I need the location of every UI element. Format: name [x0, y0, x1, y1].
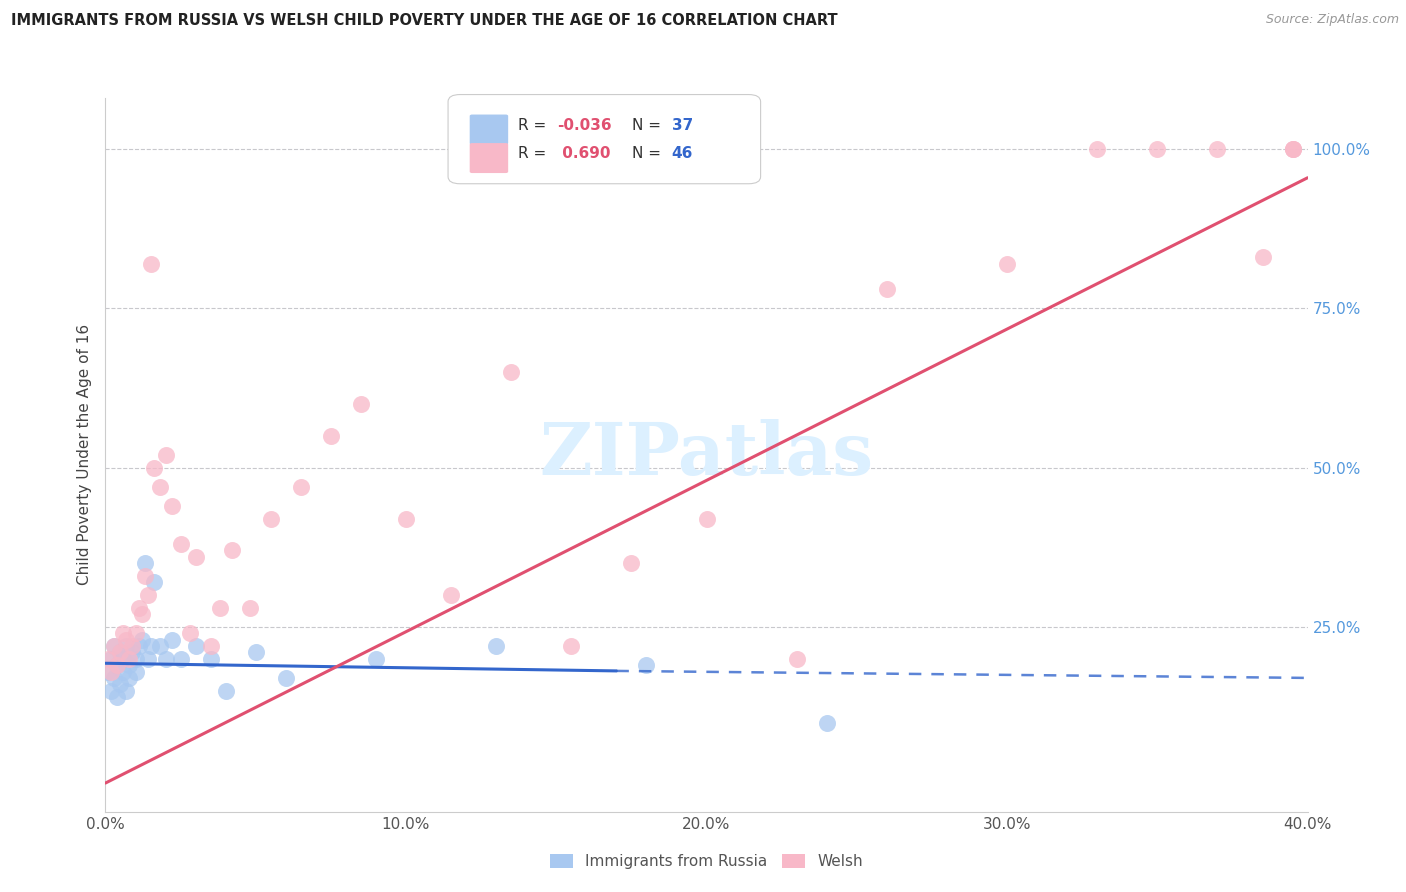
Legend: Immigrants from Russia, Welsh: Immigrants from Russia, Welsh — [544, 848, 869, 875]
Point — [107, 658, 129, 673]
Point — [620, 556, 643, 570]
Point — [118, 671, 141, 685]
Point — [169, 652, 191, 666]
Point — [112, 665, 135, 679]
Point — [350, 397, 373, 411]
Point — [118, 658, 141, 673]
Point — [1206, 142, 1229, 156]
Point — [179, 626, 201, 640]
FancyBboxPatch shape — [449, 95, 761, 184]
Text: IMMIGRANTS FROM RUSSIA VS WELSH CHILD POVERTY UNDER THE AGE OF 16 CORRELATION CH: IMMIGRANTS FROM RUSSIA VS WELSH CHILD PO… — [11, 13, 838, 29]
Point — [200, 639, 222, 653]
Point — [124, 626, 146, 640]
Point — [155, 652, 177, 666]
Point — [128, 600, 150, 615]
Point — [112, 626, 135, 640]
Point — [876, 282, 898, 296]
Point — [245, 645, 267, 659]
Text: R =: R = — [517, 118, 551, 133]
Text: Source: ZipAtlas.com: Source: ZipAtlas.com — [1265, 13, 1399, 27]
Point — [97, 665, 120, 679]
Point — [169, 537, 191, 551]
Point — [107, 658, 129, 673]
Point — [148, 480, 170, 494]
Point — [100, 652, 122, 666]
Point — [115, 632, 138, 647]
Text: ZIPatlas: ZIPatlas — [540, 419, 873, 491]
Point — [103, 671, 125, 685]
Point — [208, 600, 231, 615]
Point — [395, 511, 418, 525]
Y-axis label: Child Poverty Under the Age of 16: Child Poverty Under the Age of 16 — [76, 325, 91, 585]
Text: N =: N = — [631, 118, 666, 133]
Point — [1251, 251, 1274, 265]
Point — [134, 556, 156, 570]
FancyBboxPatch shape — [470, 114, 508, 145]
Point — [155, 448, 177, 462]
Point — [184, 549, 207, 564]
Point — [1281, 142, 1303, 156]
Point — [160, 632, 183, 647]
Point — [786, 652, 808, 666]
Point — [100, 683, 122, 698]
Point — [103, 639, 125, 653]
Point — [1281, 142, 1303, 156]
Point — [115, 639, 138, 653]
Point — [995, 257, 1018, 271]
Point — [124, 665, 146, 679]
Point — [501, 365, 523, 379]
Point — [112, 652, 135, 666]
Point — [290, 480, 312, 494]
Point — [319, 429, 342, 443]
Text: -0.036: -0.036 — [557, 118, 612, 133]
Point — [636, 658, 658, 673]
Text: R =: R = — [517, 146, 551, 161]
Point — [560, 639, 582, 653]
Point — [136, 588, 159, 602]
Point — [274, 671, 297, 685]
Point — [1281, 142, 1303, 156]
Point — [440, 588, 463, 602]
Point — [139, 639, 162, 653]
FancyBboxPatch shape — [470, 143, 508, 173]
Point — [110, 645, 132, 659]
Point — [221, 543, 243, 558]
Point — [200, 652, 222, 666]
Point — [121, 645, 143, 659]
Point — [1146, 142, 1168, 156]
Point — [107, 690, 129, 704]
Point — [100, 665, 122, 679]
Point — [364, 652, 387, 666]
Text: 37: 37 — [672, 118, 693, 133]
Point — [148, 639, 170, 653]
Point — [139, 257, 162, 271]
Point — [184, 639, 207, 653]
Point — [118, 652, 141, 666]
Point — [142, 460, 165, 475]
Point — [239, 600, 262, 615]
Point — [1085, 142, 1108, 156]
Point — [131, 607, 153, 622]
Text: 46: 46 — [672, 146, 693, 161]
Point — [121, 639, 143, 653]
Point — [160, 499, 183, 513]
Point — [131, 632, 153, 647]
Point — [260, 511, 283, 525]
Point — [97, 652, 120, 666]
Point — [485, 639, 508, 653]
Text: N =: N = — [631, 146, 666, 161]
Point — [128, 639, 150, 653]
Point — [696, 511, 718, 525]
Point — [142, 575, 165, 590]
Point — [214, 683, 236, 698]
Point — [110, 677, 132, 691]
Point — [136, 652, 159, 666]
Point — [115, 683, 138, 698]
Point — [103, 639, 125, 653]
Point — [124, 652, 146, 666]
Point — [134, 569, 156, 583]
Point — [815, 715, 838, 730]
Point — [110, 645, 132, 659]
Text: 0.690: 0.690 — [557, 146, 612, 161]
